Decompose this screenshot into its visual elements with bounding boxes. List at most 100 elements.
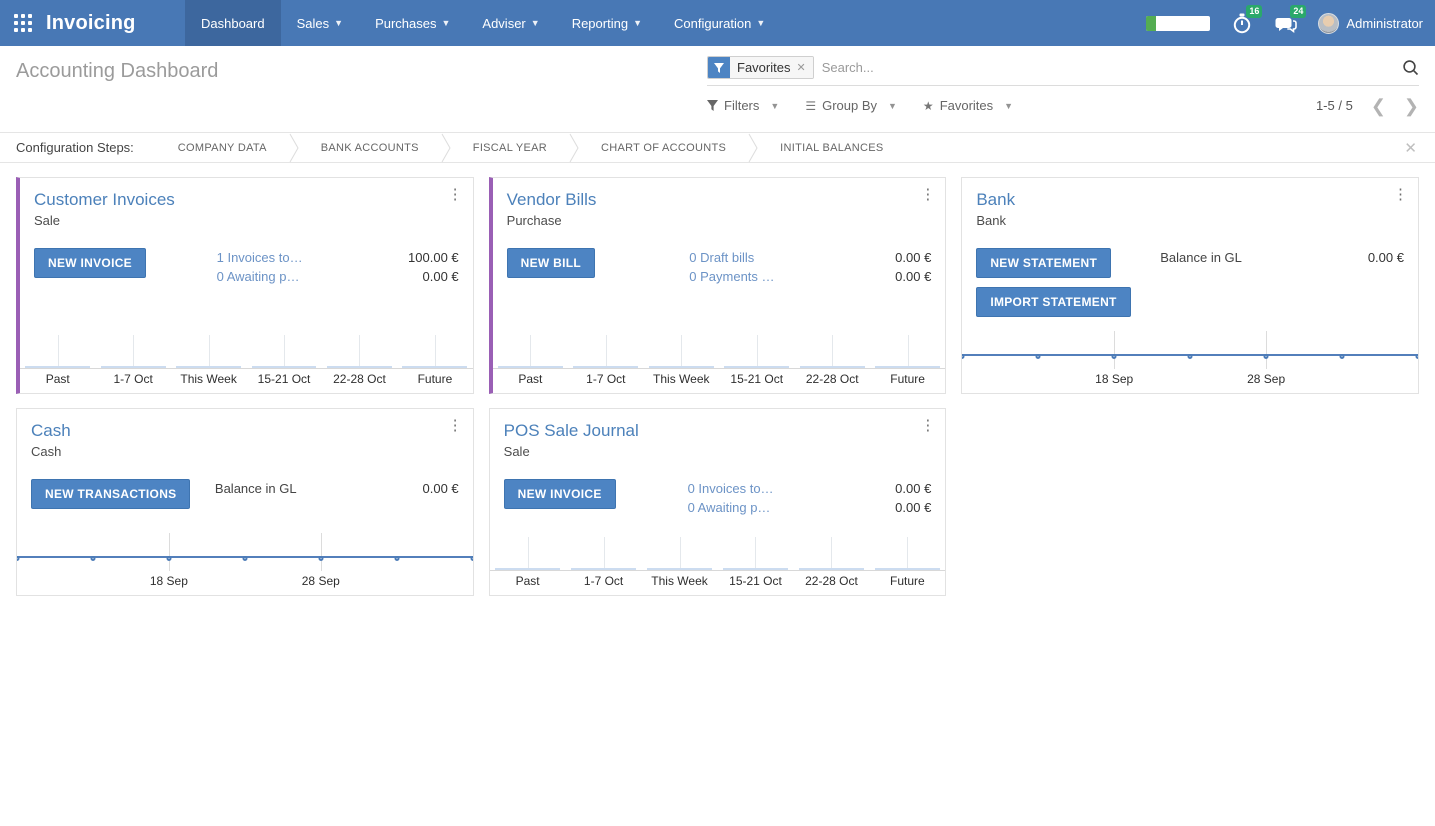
page-title: Accounting Dashboard xyxy=(16,60,219,82)
favorites-button[interactable]: ★ Favorites ▼ xyxy=(922,98,1014,113)
nav-menu-label: Reporting xyxy=(571,15,629,31)
nav-menu-sales[interactable]: Sales ▼ xyxy=(281,0,359,46)
bar-column xyxy=(20,331,95,368)
card-buttons: NEW STATEMENT IMPORT STATEMENT xyxy=(976,248,1131,317)
stat-link[interactable]: 0 Awaiting p… xyxy=(216,269,300,284)
configuration-steps: COMPANY DATA BANK ACCOUNTS FISCAL YEAR CHAR… xyxy=(156,133,906,162)
stat-link[interactable]: 0 Invoices to… xyxy=(687,481,774,496)
card-title[interactable]: Bank xyxy=(976,190,1016,209)
messenger-icon[interactable]: 24 xyxy=(1274,5,1307,35)
filter-facet-icon xyxy=(708,57,730,78)
bar-column xyxy=(322,331,397,368)
stat-label: Balance in GL xyxy=(214,481,297,496)
card-title[interactable]: POS Sale Journal xyxy=(503,421,639,440)
config-step-chart-of-accounts[interactable]: CHART OF ACCOUNTS xyxy=(601,141,727,154)
nav-menu-label: Dashboard xyxy=(201,15,265,31)
nav-menu-label: Configuration xyxy=(673,15,752,31)
bar-column xyxy=(171,331,246,368)
stat-link[interactable]: 0 Awaiting p… xyxy=(687,500,771,515)
bar-column xyxy=(793,533,869,570)
nav-menu-purchases[interactable]: Purchases ▼ xyxy=(359,0,466,46)
new-statement-button[interactable]: NEW STATEMENT xyxy=(976,248,1112,278)
kebab-menu-icon[interactable]: ⋮ xyxy=(447,186,463,203)
new-transactions-button[interactable]: NEW TRANSACTIONS xyxy=(31,479,191,509)
stat-link[interactable]: 0 Draft bills xyxy=(689,250,755,265)
axis-tick-label: This Week xyxy=(651,574,708,588)
stat-row: Balance in GL 0.00 € xyxy=(215,479,459,498)
activity-badge: 16 xyxy=(1246,5,1263,18)
journal-card-cash: ⋮ Cash Cash NEW TRANSACTIONS Balance in GL 0.… xyxy=(16,408,474,596)
config-step-fiscal-year[interactable]: FISCAL YEAR xyxy=(472,141,548,154)
bar xyxy=(875,366,941,368)
kebab-menu-icon[interactable]: ⋮ xyxy=(447,417,463,434)
nav-menu-configuration[interactable]: Configuration ▼ xyxy=(658,0,781,46)
card-header: Vendor Bills Purchase xyxy=(493,178,946,228)
search-facet-favorites[interactable]: Favorites ✕ xyxy=(707,56,814,79)
search-input[interactable] xyxy=(821,60,1394,75)
kebab-menu-icon[interactable]: ⋮ xyxy=(1392,186,1408,203)
tick-line xyxy=(679,537,681,570)
config-step-bank-accounts[interactable]: BANK ACCOUNTS xyxy=(320,141,419,154)
new-invoice-button[interactable]: NEW INVOICE xyxy=(503,479,616,509)
nav-progress-bar[interactable] xyxy=(1146,15,1211,31)
step-chevron-icon xyxy=(569,133,579,162)
card-title[interactable]: Customer Invoices xyxy=(34,190,175,209)
tick-line xyxy=(359,335,361,368)
tick-line xyxy=(907,335,909,368)
user-menu[interactable]: Administrator xyxy=(1318,12,1423,34)
step-chevron-icon xyxy=(748,133,758,162)
nav-menu-label: Purchases xyxy=(375,15,437,31)
journal-card-bank: ⋮ Bank Bank NEW STATEMENT IMPORT STATEMENT Ba… xyxy=(961,177,1419,394)
filters-button[interactable]: Filters ▼ xyxy=(707,98,779,113)
line-chart-plot xyxy=(962,325,1418,369)
control-panel: Accounting Dashboard Favorites ✕ Filters… xyxy=(0,46,1435,132)
nav-menu-dashboard[interactable]: Dashboard xyxy=(185,0,281,46)
tick-line xyxy=(907,537,909,570)
activity-clock-icon[interactable]: 16 xyxy=(1230,5,1263,35)
pager-next-icon[interactable]: ❯ xyxy=(1403,95,1419,116)
nav-menu-reporting[interactable]: Reporting ▼ xyxy=(556,0,658,46)
new-bill-button[interactable]: NEW BILL xyxy=(506,248,596,278)
card-stats: Balance in GL 0.00 € xyxy=(215,479,459,509)
kebab-menu-icon[interactable]: ⋮ xyxy=(920,186,936,203)
messages-badge: 24 xyxy=(1290,5,1307,18)
nav-menu-adviser[interactable]: Adviser ▼ xyxy=(466,0,555,46)
close-icon[interactable]: ✕ xyxy=(1404,139,1417,157)
stat-amount: 0.00 € xyxy=(422,269,459,284)
apps-grid-icon[interactable] xyxy=(14,14,32,32)
pager-value: 1-5 / 5 xyxy=(1315,98,1353,113)
bar xyxy=(25,366,91,368)
card-title[interactable]: Cash xyxy=(31,421,71,440)
axis-tick-label: 1-7 Oct xyxy=(583,574,624,588)
data-point-marker xyxy=(166,556,172,561)
bar xyxy=(497,366,563,368)
bar-column xyxy=(246,331,321,368)
import-statement-button[interactable]: IMPORT STATEMENT xyxy=(976,287,1131,317)
config-step-company-data[interactable]: COMPANY DATA xyxy=(177,141,267,154)
stat-amount: 0.00 € xyxy=(1367,250,1404,265)
config-step-initial-balances[interactable]: INITIAL BALANCES xyxy=(780,141,884,154)
stat-row: 0 Invoices to… 0.00 € xyxy=(688,479,932,498)
group-by-button[interactable]: ☰ Group By ▼ xyxy=(805,98,897,113)
facet-remove-icon[interactable]: ✕ xyxy=(794,57,813,78)
user-name: Administrator xyxy=(1346,15,1423,31)
kebab-menu-icon[interactable]: ⋮ xyxy=(920,417,936,434)
stat-link[interactable]: 0 Payments … xyxy=(689,269,775,284)
bar-chart: Past 1-7 Oct This Week 15-21 Oct 22-28 Oct Fu… xyxy=(492,331,946,393)
line-chart-labels: 18 Sep 28 Sep xyxy=(17,571,473,595)
stat-row: 1 Invoices to… 100.00 € xyxy=(217,248,459,267)
card-title[interactable]: Vendor Bills xyxy=(506,190,597,209)
axis-tick-label: 28 Sep xyxy=(301,574,340,588)
pager-previous-icon[interactable]: ❮ xyxy=(1370,95,1386,116)
tick-line xyxy=(434,335,436,368)
data-point-marker xyxy=(90,556,96,561)
card-header: Customer Invoices Sale xyxy=(20,178,473,228)
axis-tick-label: Past xyxy=(518,372,543,386)
bar-chart: Past 1-7 Oct This Week 15-21 Oct 22-28 Oct Fu… xyxy=(489,533,946,595)
new-invoice-button[interactable]: NEW INVOICE xyxy=(34,248,146,278)
axis-tick-label: 1-7 Oct xyxy=(113,372,153,386)
configuration-steps-bar: Configuration Steps: COMPANY DATA BANK AC… xyxy=(0,132,1435,163)
stat-row: 0 Awaiting p… 0.00 € xyxy=(688,498,932,517)
search-icon[interactable] xyxy=(1402,59,1419,76)
stat-link[interactable]: 1 Invoices to… xyxy=(216,250,303,265)
